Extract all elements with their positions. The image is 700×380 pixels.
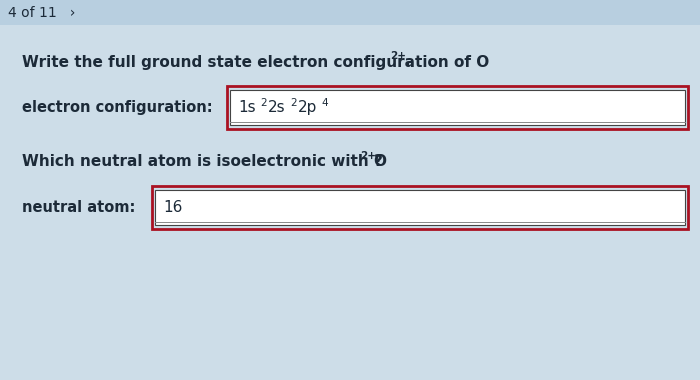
Bar xyxy=(155,190,685,225)
Text: ?: ? xyxy=(374,155,383,169)
Text: 2s: 2s xyxy=(268,100,286,115)
Text: 2p: 2p xyxy=(298,100,317,115)
Text: Which neutral atom is isoelectronic with O: Which neutral atom is isoelectronic with… xyxy=(22,155,387,169)
Text: 2: 2 xyxy=(290,98,297,108)
Text: electron configuration:: electron configuration: xyxy=(22,100,213,115)
Text: 2+: 2+ xyxy=(360,151,376,161)
Bar xyxy=(230,90,685,125)
Text: Write the full ground state electron configuration of O: Write the full ground state electron con… xyxy=(22,54,489,70)
Text: .: . xyxy=(404,54,410,70)
Text: 16: 16 xyxy=(163,200,183,215)
Text: neutral atom:: neutral atom: xyxy=(22,200,135,215)
Bar xyxy=(227,86,688,129)
Bar xyxy=(152,186,688,229)
Text: 4: 4 xyxy=(321,98,328,108)
Text: 1s: 1s xyxy=(238,100,256,115)
Text: 4 of 11   ›: 4 of 11 › xyxy=(8,6,76,20)
Bar xyxy=(0,0,700,25)
Text: 2+: 2+ xyxy=(390,51,406,61)
Text: 2: 2 xyxy=(260,98,267,108)
